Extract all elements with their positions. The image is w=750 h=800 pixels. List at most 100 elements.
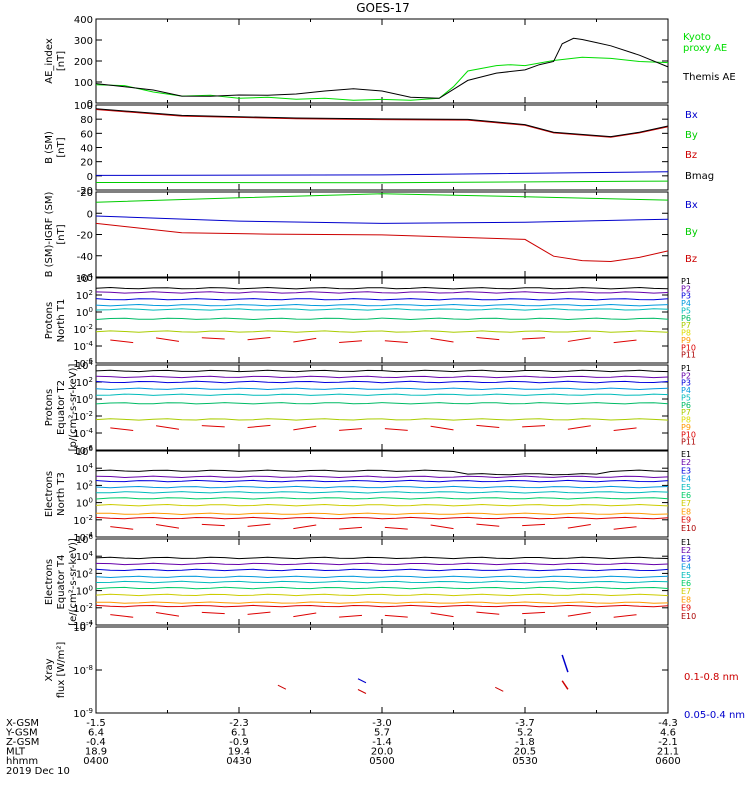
y-tick-label: 100 — [74, 101, 93, 112]
channel-line-e2 — [95, 562, 669, 566]
y-tick-label: 40 — [80, 144, 93, 155]
ephem-value: -3.7 — [515, 718, 535, 729]
legend-p1: P1 — [681, 277, 691, 286]
legend-p7: P7 — [681, 408, 691, 417]
legend-themis-ae: Themis AE — [682, 72, 736, 83]
channel-line-p7 — [95, 418, 669, 421]
y-tick-label: 60 — [80, 129, 93, 140]
y-tick-label: -60 — [77, 273, 93, 284]
channel-line-e1 — [95, 469, 669, 476]
noisy-segment — [476, 523, 500, 527]
channel-line-p3 — [95, 380, 669, 384]
channel-line-e4 — [95, 485, 669, 489]
legend-p3: P3 — [681, 292, 691, 301]
y-axis-label-line2: flux [W/m²] — [56, 642, 67, 699]
y-tick-label: 10-2 — [73, 602, 93, 615]
y-tick-label: 400 — [74, 15, 93, 26]
series-line-kyoto-proxy-ae — [95, 56, 669, 101]
noisy-segment — [247, 424, 271, 429]
y-tick-label: 102 — [76, 289, 93, 302]
xray-mark — [357, 689, 367, 694]
channel-line-p3 — [95, 298, 669, 301]
legend-e10: E10 — [681, 612, 696, 621]
ephem-value: 20.5 — [514, 747, 536, 758]
legend-p2: P2 — [681, 371, 691, 380]
legend-p9: P9 — [681, 423, 691, 432]
y-tick-label: 100 — [76, 306, 93, 319]
ephem-value: -2.3 — [229, 718, 249, 729]
ephem-value: 19.4 — [228, 747, 250, 758]
noisy-segment — [110, 427, 134, 431]
ephem-value: -0.4 — [86, 737, 106, 748]
ephem-label-y-gsm: Y-GSM — [5, 728, 38, 739]
series-line-bmag — [95, 108, 669, 138]
ephem-value: 0530 — [512, 756, 537, 767]
y-tick-label: 80 — [80, 115, 93, 126]
legend-e1: E1 — [681, 450, 691, 459]
channel-line-e9 — [95, 604, 669, 608]
legend-bz: Bz — [685, 254, 697, 265]
y-tick-label: -40 — [77, 252, 93, 263]
legend-p10: P10 — [681, 343, 696, 352]
ephem-value: -2.1 — [658, 737, 678, 748]
noisy-segment — [384, 614, 408, 618]
y-axis-label: Protons — [44, 389, 55, 426]
legend-p8: P8 — [681, 329, 691, 338]
legend-e4: E4 — [681, 475, 691, 484]
ephem-label-hhmm: hhmm — [6, 756, 38, 767]
noisy-segment — [567, 425, 591, 430]
noisy-segment — [110, 526, 134, 530]
noisy-segment — [339, 614, 363, 618]
y-tick-label: -20 — [77, 231, 93, 242]
y-axis-label-line2: Equator T4 — [56, 555, 67, 610]
ephem-value: -1.5 — [86, 718, 106, 729]
legend-bx: Bx — [685, 200, 698, 211]
noisy-segment — [384, 526, 408, 530]
legend-p5: P5 — [681, 393, 691, 402]
y-axis-units: [e/(cm²-s-sr-keV)] — [68, 538, 79, 626]
y-tick-label: 10-4 — [73, 340, 93, 353]
noisy-segment — [613, 339, 637, 344]
noisy-segment — [155, 612, 180, 617]
noisy-segment — [567, 524, 591, 529]
legend-p11: P11 — [681, 351, 696, 360]
y-tick-label: 10-4 — [73, 531, 93, 544]
y-tick-label: 102 — [76, 479, 93, 492]
ephem-value: 5.2 — [517, 728, 533, 739]
y-tick-label: 100 — [76, 393, 93, 406]
noisy-segment — [201, 337, 225, 340]
noisy-segment — [247, 611, 271, 615]
noisy-segment — [293, 425, 317, 431]
series-line-bx — [95, 215, 669, 224]
panel-frame-2 — [95, 104, 669, 191]
channel-line-p5 — [95, 308, 669, 311]
y-tick-label: 102 — [76, 567, 93, 580]
legend-e1: E1 — [681, 538, 691, 547]
xray-spike-long — [561, 680, 569, 690]
y-tick-label: 0 — [87, 209, 93, 220]
legend-e2: E2 — [681, 546, 691, 555]
legend-e3: E3 — [681, 554, 691, 563]
noisy-segment — [476, 424, 500, 429]
y-tick-label: 10-2 — [73, 514, 93, 527]
y-tick-label: 10-6 — [73, 357, 93, 370]
noisy-segment — [201, 523, 225, 527]
channel-line-e3 — [95, 568, 669, 572]
series-line-themis-ae — [95, 37, 669, 99]
ephem-value: 0430 — [226, 756, 251, 767]
noisy-segment — [522, 337, 546, 340]
noisy-segment — [430, 425, 454, 431]
ephem-value: 20.0 — [371, 747, 393, 758]
xray-spike-short — [561, 654, 569, 673]
legend-p2: P2 — [681, 284, 691, 293]
channel-line-p5 — [95, 393, 669, 396]
channel-line-e4 — [95, 575, 669, 579]
legend-xray-long: 0.1-0.8 nm — [684, 672, 739, 683]
xray-mark — [357, 678, 367, 684]
noisy-segment — [567, 612, 591, 617]
legend-p7: P7 — [681, 321, 691, 330]
date-label: 2019 Dec 10 — [6, 766, 70, 777]
y-axis-units: [nT] — [56, 51, 67, 71]
y-axis-label: B (SM) — [44, 131, 55, 164]
y-axis-units: [p/(cm²-s-sr-keV)] — [68, 364, 79, 452]
